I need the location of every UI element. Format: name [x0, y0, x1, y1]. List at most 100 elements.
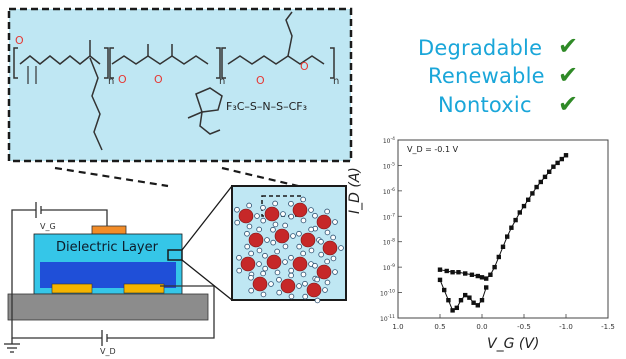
- polymer-particle: [316, 264, 332, 280]
- atom-o-label: O: [300, 60, 309, 73]
- data-point: [484, 285, 489, 290]
- ion-marker: [338, 245, 344, 251]
- ion-marker: [236, 267, 242, 274]
- ion-marker: [296, 243, 302, 250]
- data-point: [555, 160, 560, 166]
- plot-annotation: V_D = -0.1 V: [407, 145, 459, 154]
- ion-marker: [324, 229, 331, 236]
- ion-marker: [244, 243, 250, 250]
- data-point: [475, 273, 480, 279]
- ion-marker: [244, 230, 250, 237]
- ion-marker: [288, 213, 294, 220]
- atom-o-label: O: [256, 74, 265, 87]
- data-point: [517, 210, 522, 215]
- ion-marker: [276, 276, 282, 283]
- ion-marker: [260, 217, 266, 224]
- ion-marker: [272, 200, 278, 207]
- data-point: [437, 267, 443, 272]
- data-point: [526, 197, 531, 202]
- data-point: [469, 272, 475, 277]
- atom-o-label: O: [154, 73, 163, 86]
- data-point: [492, 264, 497, 270]
- data-point: [437, 277, 443, 283]
- polymer-particle: [252, 276, 268, 292]
- ion-marker: [248, 250, 254, 257]
- polymer-particle: [240, 256, 256, 272]
- ion-marker: [256, 226, 262, 233]
- data-point: [547, 169, 552, 174]
- dielectric-layer-label: Dielectric Layer: [56, 240, 158, 255]
- ion-marker: [300, 271, 307, 278]
- check-icon: ✔: [558, 61, 579, 89]
- ion-marker: [262, 265, 268, 272]
- polymer-particle: [322, 240, 338, 256]
- data-point: [446, 298, 451, 303]
- ion-marker: [280, 211, 286, 217]
- data-point: [450, 308, 455, 313]
- data-point: [467, 295, 472, 300]
- ion-marker: [302, 280, 308, 287]
- particle-inset: [231, 185, 347, 304]
- ion-marker: [296, 230, 302, 237]
- ion-marker: [288, 254, 294, 261]
- data-point: [458, 298, 464, 303]
- ion-marker: [288, 293, 295, 300]
- polymer-particle: [274, 228, 290, 244]
- ion-marker: [330, 234, 336, 241]
- data-point: [509, 225, 514, 230]
- ion-marker: [246, 202, 252, 209]
- property-nontoxic: Nontoxic: [438, 93, 532, 117]
- ion-marker: [272, 221, 279, 228]
- data-point: [521, 203, 527, 209]
- y-tick-label: 10-9: [383, 263, 395, 272]
- property-degradable: Degradable: [418, 36, 543, 60]
- repeat-n-label: n: [108, 76, 115, 87]
- y-axis-label: I_D (A): [347, 167, 363, 214]
- ion-marker: [290, 233, 296, 239]
- data-point: [551, 164, 556, 169]
- ion-marker: [288, 272, 294, 279]
- ion-marker: [256, 261, 262, 267]
- x-axis-label: V_G (V): [487, 336, 540, 352]
- ion-marker: [274, 269, 281, 276]
- ion-marker: [308, 247, 315, 254]
- ion-marker: [308, 207, 314, 213]
- ion-marker: [318, 238, 324, 245]
- polymer-particle: [264, 206, 280, 222]
- ion-marker: [314, 276, 320, 283]
- ion-marker: [312, 262, 318, 269]
- ion-marker: [236, 254, 242, 261]
- x-tick-label: 0.0: [476, 323, 487, 331]
- ion-marker: [260, 270, 266, 277]
- data-point: [500, 244, 506, 249]
- ionic-liquid-anion: F₃C–S–N–S–CF₃: [226, 100, 308, 113]
- ion-marker: [234, 219, 240, 226]
- repeat-n-label: n: [219, 76, 226, 87]
- ion-marker: [270, 226, 276, 233]
- data-point: [475, 303, 480, 308]
- ion-marker: [256, 247, 263, 254]
- property-renewable: Renewable: [428, 64, 545, 88]
- y-tick-label: 10-4: [383, 136, 395, 145]
- ion-marker: [332, 269, 338, 275]
- data-point: [463, 271, 468, 276]
- data-point: [442, 287, 447, 293]
- data-point: [456, 270, 461, 275]
- ion-marker: [282, 259, 288, 265]
- ion-marker: [246, 223, 253, 230]
- polymer-particle: [238, 208, 254, 224]
- series-line: [439, 154, 567, 280]
- data-point: [463, 292, 468, 298]
- ion-marker: [260, 291, 267, 298]
- data-point: [559, 156, 564, 162]
- data-point: [534, 184, 539, 190]
- x-tick-label: -0.5: [517, 323, 531, 331]
- repeat-n-label: n: [333, 76, 340, 87]
- ion-marker: [270, 239, 276, 246]
- polymer-particle: [306, 282, 322, 298]
- ion-marker: [314, 297, 321, 304]
- ion-marker: [324, 208, 330, 215]
- drain-voltage-label: V_D: [100, 347, 116, 356]
- y-tick-label: 10-5: [383, 161, 395, 170]
